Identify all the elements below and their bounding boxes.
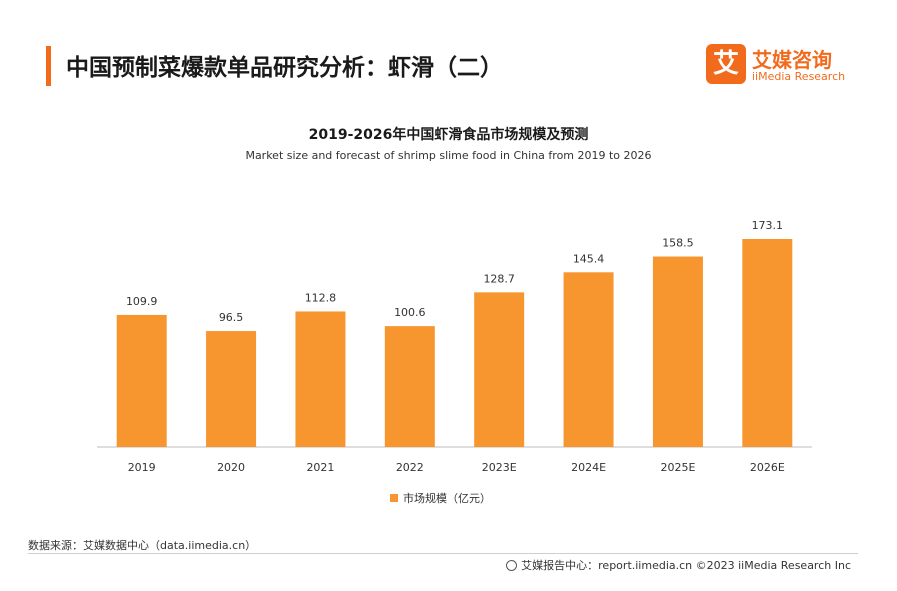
data-label: 173.1: [752, 219, 784, 232]
chart-subtitle: Market size and forecast of shrimp slime…: [245, 149, 652, 162]
data-label: 96.5: [219, 311, 244, 324]
x-tick-label: 2025E: [660, 461, 695, 474]
legend-swatch: [390, 494, 398, 502]
legend-label: 市场规模（亿元）: [403, 491, 491, 505]
footer-divider: [28, 553, 858, 554]
x-tick-label: 2024E: [571, 461, 606, 474]
globe-icon: [506, 560, 518, 571]
data-label: 112.8: [305, 291, 337, 304]
bar: [295, 311, 346, 447]
logo-icon: 艾: [706, 44, 746, 84]
bar: [563, 272, 614, 447]
logo-name-en: iiMedia Research: [752, 70, 846, 83]
data-label: 128.7: [483, 272, 515, 285]
copyright-text: 艾媒报告中心：report.iimedia.cn ©2023 iiMedia R…: [521, 559, 851, 572]
title-accent-bar: [46, 46, 51, 86]
x-tick-label: 2026E: [750, 461, 785, 474]
data-source: 数据来源：艾媒数据中心（data.iimedia.cn）: [28, 539, 257, 552]
bar: [206, 331, 257, 447]
bar: [116, 314, 167, 447]
bar: [652, 256, 703, 447]
data-label: 145.4: [573, 252, 605, 265]
x-tick-label: 2023E: [482, 461, 517, 474]
bar: [384, 326, 435, 447]
data-label: 158.5: [662, 237, 694, 250]
bar: [474, 292, 525, 447]
logo-name-cn: 艾媒咨询: [752, 48, 832, 72]
footer-copyright: 艾媒报告中心：report.iimedia.cn ©2023 iiMedia R…: [506, 557, 851, 573]
chart-title: 2019-2026年中国虾滑食品市场规模及预测: [308, 127, 589, 143]
x-tick-label: 2020: [217, 461, 245, 474]
x-tick-label: 2022: [396, 461, 424, 474]
x-tick-label: 2019: [128, 461, 156, 474]
data-label: 109.9: [126, 295, 158, 308]
data-label: 100.6: [394, 306, 426, 319]
page-title: 中国预制菜爆款单品研究分析：虾滑（二）: [66, 55, 503, 81]
bar: [742, 239, 793, 447]
brand-logo[interactable]: 艾 艾媒咨询 iiMedia Research: [706, 44, 856, 88]
x-tick-label: 2021: [306, 461, 334, 474]
